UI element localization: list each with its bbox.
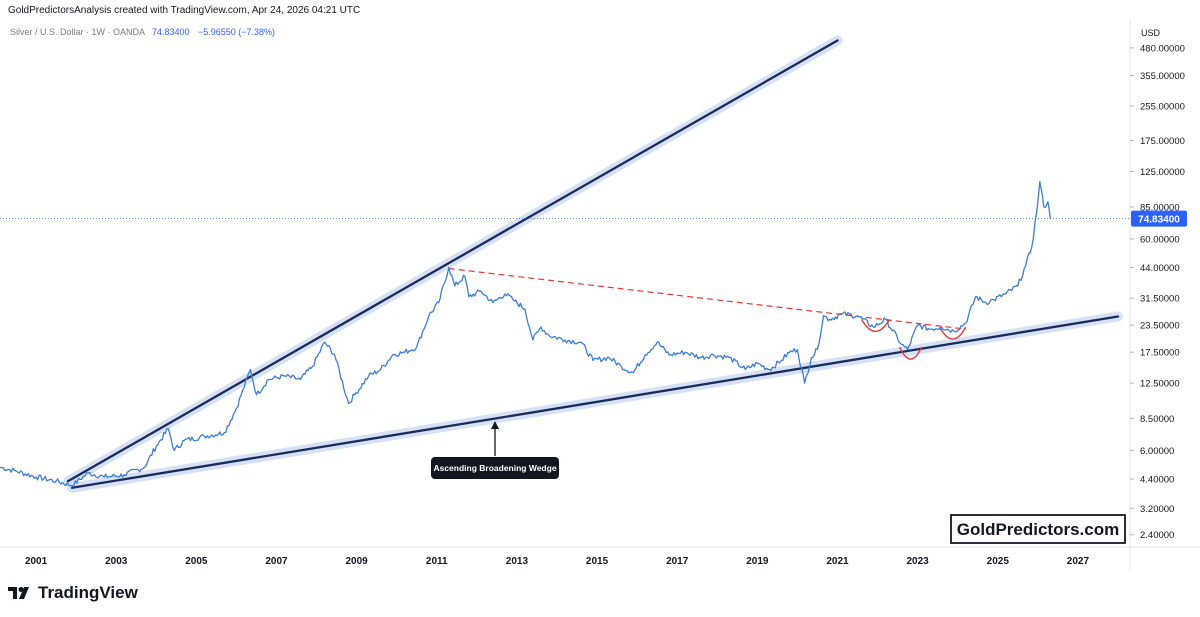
callout-box bbox=[431, 457, 559, 479]
price-chart[interactable]: Silver / U.S. Dollar · 1W · OANDA 74.834… bbox=[0, 20, 1200, 570]
y-tick-label: 44.00000 bbox=[1140, 263, 1180, 274]
cup-arc[interactable] bbox=[898, 346, 923, 360]
x-tick-label: 2021 bbox=[826, 556, 849, 567]
x-tick-label: 2023 bbox=[906, 556, 929, 567]
y-tick-label: 4.40000 bbox=[1140, 475, 1174, 486]
last-price-tag[interactable] bbox=[1131, 210, 1187, 227]
y-tick-label: 60.00000 bbox=[1140, 234, 1180, 245]
y-tick-label: 2.40000 bbox=[1140, 530, 1174, 541]
x-tick-label: 2003 bbox=[105, 556, 128, 567]
y-tick-label: 85.00000 bbox=[1140, 202, 1180, 213]
watermark-box bbox=[950, 514, 1126, 544]
x-tick-label: 2027 bbox=[1067, 556, 1090, 567]
x-tick-label: 2025 bbox=[987, 556, 1010, 567]
currency-label: USD bbox=[1141, 28, 1161, 38]
x-tick-label: 2015 bbox=[586, 556, 609, 567]
x-tick-label: 2001 bbox=[25, 556, 48, 567]
x-tick-label: 2017 bbox=[666, 556, 689, 567]
x-tick-label: 2009 bbox=[346, 556, 369, 567]
y-tick-label: 6.00000 bbox=[1140, 446, 1174, 457]
y-tick-label: 125.00000 bbox=[1140, 167, 1185, 178]
legend-price: 74.83400 bbox=[152, 27, 190, 37]
legend-symbol: Silver / U.S. Dollar · 1W · OANDA bbox=[10, 27, 145, 37]
last-price-tag-label: 74.83400 bbox=[1138, 215, 1180, 226]
brand-name: TradingView bbox=[38, 583, 138, 602]
pattern-label: Ascending Broadening Wedge bbox=[433, 463, 556, 473]
y-tick-label: 255.00000 bbox=[1140, 101, 1185, 112]
legend-change: −5.96550 (−7.38%) bbox=[198, 27, 275, 37]
chart-header-credit: GoldPredictorsAnalysis created with Trad… bbox=[8, 5, 361, 16]
y-tick-label: 17.50000 bbox=[1140, 348, 1180, 359]
y-tick-label: 480.00000 bbox=[1140, 43, 1185, 54]
y-tick-label: 31.50000 bbox=[1140, 294, 1180, 305]
y-tick-label: 355.00000 bbox=[1140, 71, 1185, 82]
watermark: GoldPredictors.com bbox=[950, 514, 1126, 544]
y-tick-label: 23.50000 bbox=[1140, 321, 1180, 332]
x-tick-label: 2005 bbox=[185, 556, 208, 567]
x-tick-label: 2011 bbox=[426, 556, 448, 567]
y-tick-label: 175.00000 bbox=[1140, 136, 1185, 147]
x-tick-label: 2007 bbox=[265, 556, 288, 567]
x-tick-label: 2019 bbox=[746, 556, 769, 567]
cup-arc[interactable] bbox=[939, 326, 967, 340]
cup-arc[interactable] bbox=[860, 319, 891, 333]
resistance-dashed-line[interactable] bbox=[448, 267, 966, 330]
y-tick-label: 3.20000 bbox=[1140, 504, 1174, 515]
trendline-upper[interactable] bbox=[66, 39, 839, 483]
y-tick-label: 8.50000 bbox=[1140, 414, 1174, 425]
price-series-line[interactable] bbox=[0, 180, 1051, 488]
y-tick-label: 12.50000 bbox=[1140, 379, 1180, 390]
pattern-label-callout: Ascending Broadening Wedge bbox=[431, 421, 559, 479]
callout-pointer-arrow bbox=[491, 421, 499, 429]
trendline-lower[interactable] bbox=[70, 315, 1120, 489]
tradingview-logo-icon bbox=[8, 586, 32, 600]
tradingview-brand[interactable]: TradingView bbox=[8, 583, 138, 603]
watermark-text: GoldPredictors.com bbox=[957, 520, 1119, 539]
x-tick-label: 2013 bbox=[506, 556, 529, 567]
